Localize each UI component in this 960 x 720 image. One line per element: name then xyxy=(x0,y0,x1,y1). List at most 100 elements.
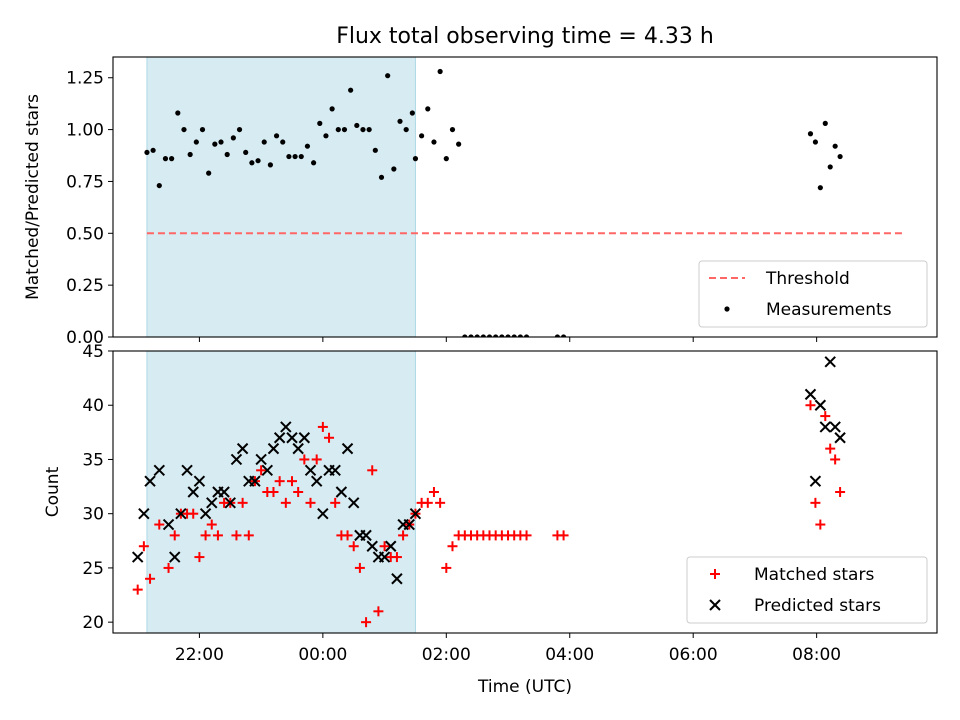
measurement-point xyxy=(292,153,298,160)
measurement-point xyxy=(175,110,181,116)
series-matched-stars xyxy=(132,400,846,628)
predicted-star-point xyxy=(403,518,415,531)
measurement-point xyxy=(480,334,486,337)
plot-area xyxy=(131,356,846,628)
plot-area xyxy=(144,68,904,337)
y-tick-label: 0.50 xyxy=(66,224,104,244)
x-tick-label: 06:00 xyxy=(669,645,718,665)
matched-star-point xyxy=(163,562,174,573)
measurement-point xyxy=(144,149,150,156)
measurement-point xyxy=(261,139,267,145)
measurement-point xyxy=(431,139,437,145)
predicted-star-point xyxy=(360,529,372,542)
y-tick-label: 0.25 xyxy=(66,276,104,296)
predicted-star-point xyxy=(829,421,841,433)
measurement-point xyxy=(304,143,311,149)
measurement-point xyxy=(372,147,378,153)
predicted-star-point xyxy=(391,573,403,585)
measurement-point xyxy=(517,334,523,337)
predicted-star-point xyxy=(273,432,286,444)
matched-star-point xyxy=(317,421,328,432)
measurement-point xyxy=(354,122,360,129)
measurement-point xyxy=(249,160,255,166)
matched-star-point xyxy=(348,541,359,552)
matched-star-point xyxy=(441,562,452,573)
predicted-star-point xyxy=(187,486,199,498)
predicted-star-point xyxy=(286,432,298,444)
matched-star-point xyxy=(820,411,831,422)
measurement-point xyxy=(348,87,354,93)
measurement-point xyxy=(499,334,505,337)
predicted-star-point xyxy=(341,442,354,455)
matched-star-point xyxy=(200,530,211,541)
panel-2: 20 25 30 35 40 45 22:00 00:00 02:00 04:00 06:00 08:… xyxy=(43,342,938,665)
measurement-point xyxy=(212,141,218,147)
legend-predicted-marker xyxy=(709,599,721,611)
legend-box xyxy=(686,556,928,624)
predicted-star-point xyxy=(199,507,212,520)
measurement-point xyxy=(419,133,425,139)
y-tick-label: 0.00 xyxy=(66,328,104,348)
predicted-star-point xyxy=(304,464,317,477)
y-tick-label: 45 xyxy=(82,342,104,362)
series-measurements xyxy=(144,68,843,337)
predicted-star-point xyxy=(138,507,150,520)
measurement-point xyxy=(822,120,828,126)
measurement-point xyxy=(832,143,838,149)
measurement-point xyxy=(468,334,474,337)
matched-star-point xyxy=(243,530,254,541)
matched-star-point xyxy=(428,487,439,497)
measurement-point xyxy=(366,126,372,133)
legend-label: Measurements xyxy=(766,300,892,320)
predicted-star-point xyxy=(175,507,187,520)
measurement-point xyxy=(255,158,261,164)
measurement-point xyxy=(443,156,449,162)
predicted-star-point xyxy=(153,464,165,477)
measurement-point xyxy=(807,131,814,137)
matched-star-point xyxy=(132,584,143,595)
x-tick-label: 02:00 xyxy=(422,645,471,665)
matched-star-point xyxy=(447,541,458,552)
predicted-star-point xyxy=(267,442,280,455)
matched-star-point xyxy=(293,487,304,497)
y-tick-label: 1.00 xyxy=(66,121,104,141)
measurement-point xyxy=(280,139,286,145)
matched-star-point xyxy=(237,497,248,508)
matched-star-point xyxy=(330,497,341,508)
predicted-star-point xyxy=(280,421,292,433)
y-tick-label: 0.75 xyxy=(66,172,104,192)
predicted-star-point xyxy=(144,475,156,487)
matched-star-point xyxy=(169,530,180,541)
measurement-point xyxy=(335,126,341,133)
matched-star-point xyxy=(379,541,390,552)
measurement-point xyxy=(437,68,443,75)
matched-star-point xyxy=(835,487,846,497)
matched-star-point xyxy=(398,530,409,541)
x-tick-label: 00:00 xyxy=(298,645,347,665)
predicted-star-point xyxy=(261,464,274,477)
axes-frame xyxy=(112,350,938,634)
predicted-star-point xyxy=(255,453,267,466)
measurement-point xyxy=(391,166,397,172)
matched-star-point xyxy=(324,432,335,443)
measurement-point xyxy=(150,147,156,153)
measurement-point xyxy=(412,156,419,162)
measurement-point xyxy=(199,126,206,133)
measurement-point xyxy=(187,151,193,158)
panel-1: 0.00 0.25 0.50 0.75 1.00 1.25 Matched/Predicte… xyxy=(23,56,938,348)
measurement-point xyxy=(224,151,230,158)
measurement-point xyxy=(341,126,348,133)
matched-star-point xyxy=(342,530,353,541)
measurement-point xyxy=(169,156,175,162)
x-tick-label: 04:00 xyxy=(545,645,594,665)
predicted-star-point xyxy=(193,475,206,487)
predicted-star-point xyxy=(298,432,311,444)
predicted-star-point xyxy=(292,442,304,455)
measurement-point xyxy=(156,182,162,189)
measurement-point xyxy=(409,110,415,116)
measurement-point xyxy=(230,135,236,141)
legend-box xyxy=(698,260,928,328)
predicted-star-point xyxy=(366,540,378,552)
observing-interval-shade xyxy=(146,350,416,634)
measurement-point xyxy=(456,141,462,147)
